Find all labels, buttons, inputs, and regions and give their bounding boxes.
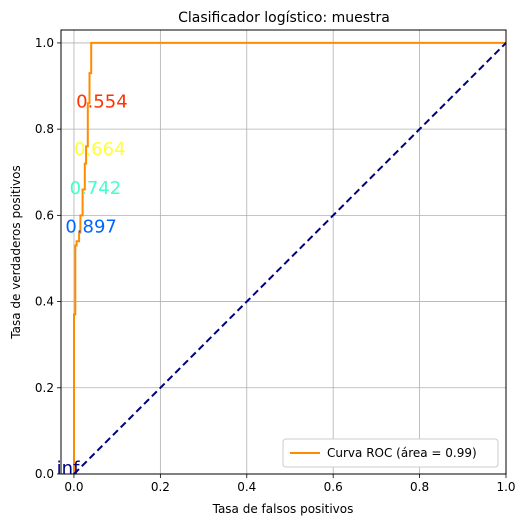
threshold-labels: inf 0.897 0.742 0.664 0.554 xyxy=(57,92,128,479)
x-tick-label: 0.8 xyxy=(410,480,429,494)
legend-box xyxy=(282,438,499,468)
x-tick-label: 1.0 xyxy=(496,480,515,494)
x-tick-label: 0.6 xyxy=(324,480,343,494)
threshold-label: 0.897 xyxy=(65,217,117,238)
chart-title: Clasificador logístico: muestra xyxy=(178,10,390,26)
y-tick-label: 0.0 xyxy=(35,467,54,481)
legend: Curva ROC (área = 0.99) xyxy=(282,438,499,468)
x-tick-label: 0.4 xyxy=(237,480,256,494)
legend-label: Curva ROC (área = 0.99) xyxy=(327,446,477,460)
y-axis-title: Tasa de verdaderos positivos xyxy=(9,165,23,339)
grid xyxy=(61,30,507,475)
series-layer xyxy=(73,41,507,475)
threshold-label: 0.742 xyxy=(70,178,122,199)
y-tick-label: 0.6 xyxy=(35,208,54,222)
y-tick-label: 1.0 xyxy=(35,36,54,50)
x-tick-label: 0.0 xyxy=(64,480,83,494)
y-tick-label: 0.4 xyxy=(35,295,54,309)
ticks: 0.0 0.2 0.4 0.6 0.8 1.0 0.0 0.2 0.4 0.6 0.8 1.0 xyxy=(35,36,516,494)
threshold-label: 0.664 xyxy=(74,139,126,160)
threshold-label: inf xyxy=(57,458,80,479)
x-axis-title: Tasa de falsos positivos xyxy=(212,502,354,516)
plot-frame xyxy=(60,29,507,475)
y-tick-label: 0.8 xyxy=(35,122,54,136)
threshold-label: 0.554 xyxy=(76,92,128,113)
roc-curve-line xyxy=(73,41,506,474)
y-tick-label: 0.2 xyxy=(35,381,54,395)
x-tick-label: 0.2 xyxy=(151,480,170,494)
chance-diagonal-line xyxy=(73,42,507,475)
